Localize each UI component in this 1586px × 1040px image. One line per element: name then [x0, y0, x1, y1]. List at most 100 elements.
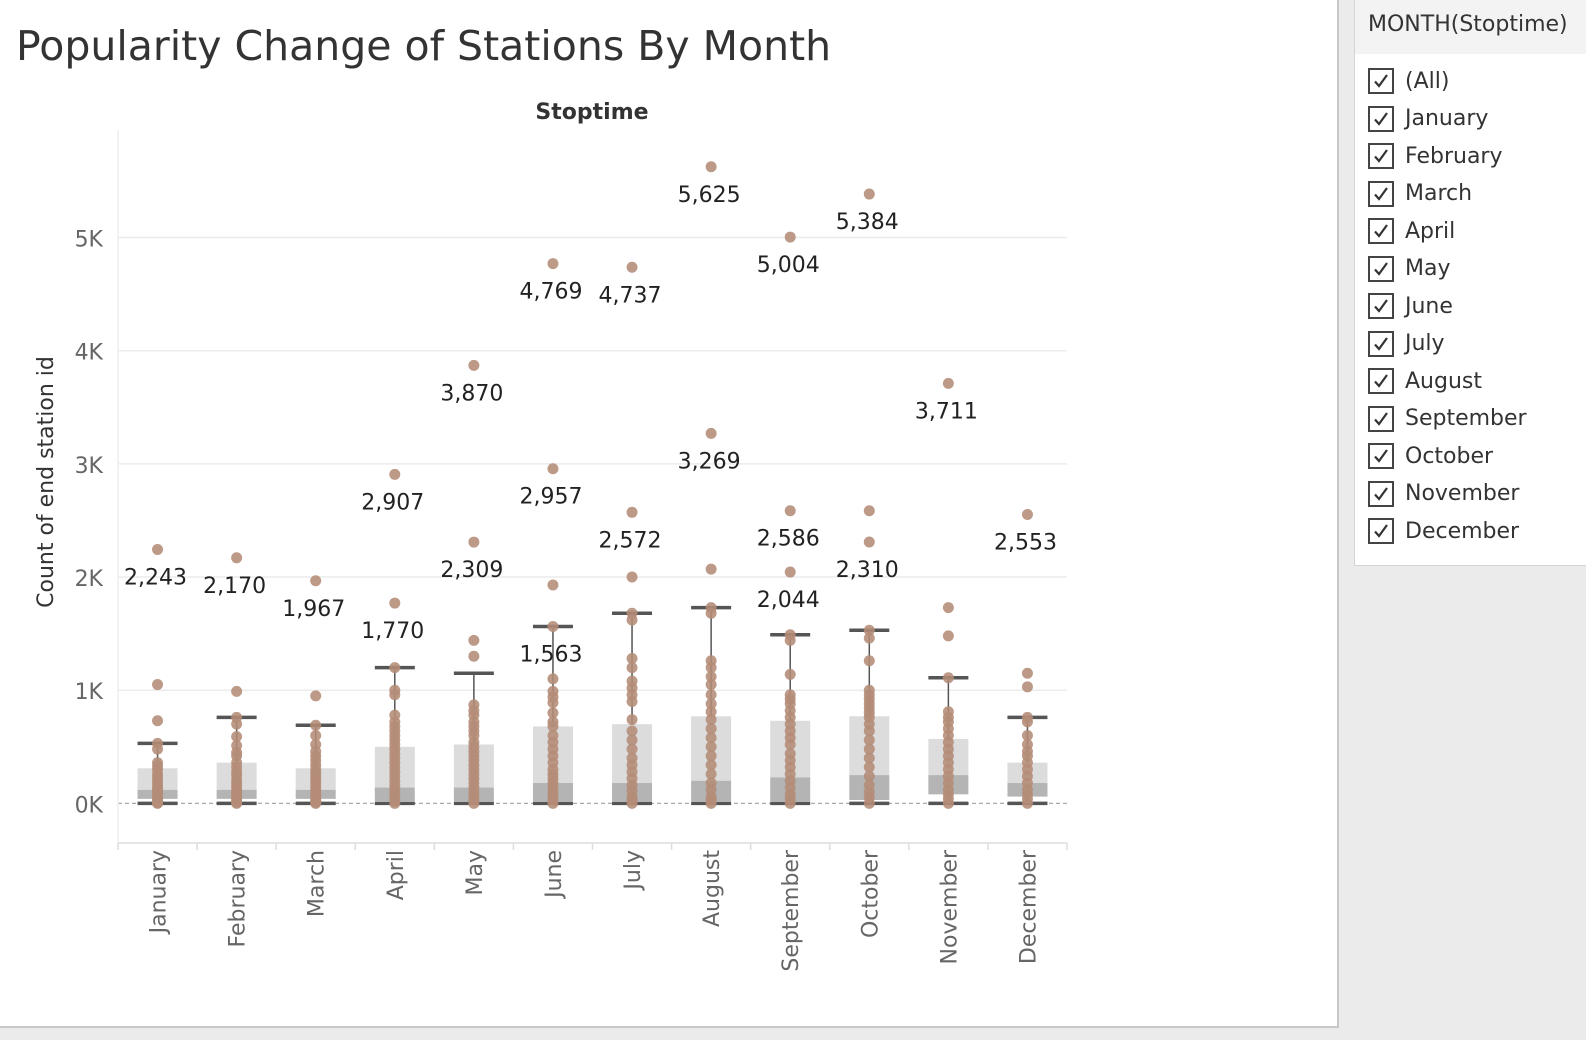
y-tick-label: 2K	[75, 567, 104, 592]
data-point	[863, 505, 875, 517]
data-point	[863, 734, 875, 746]
checkbox[interactable]	[1368, 180, 1394, 207]
filter-item-february[interactable]: February	[1368, 140, 1503, 172]
filter-item-may[interactable]: May	[1368, 253, 1450, 285]
data-label: 2,310	[836, 558, 899, 583]
data-point	[1021, 797, 1033, 809]
data-point	[468, 797, 480, 809]
checkbox[interactable]	[1368, 218, 1394, 244]
filter-item-september[interactable]: September	[1368, 403, 1527, 435]
data-label: 3,711	[915, 399, 978, 424]
checkbox[interactable]	[1368, 330, 1394, 357]
data-label: 2,586	[757, 527, 820, 552]
data-point	[547, 707, 559, 719]
data-point	[626, 725, 638, 737]
checkbox[interactable]	[1368, 68, 1394, 94]
checkbox[interactable]	[1368, 518, 1394, 544]
data-point	[231, 797, 243, 809]
data-point	[626, 743, 638, 755]
data-label: 3,870	[440, 381, 503, 406]
checkmark-icon	[1374, 261, 1388, 276]
data-point	[152, 797, 164, 809]
filter-item-november[interactable]: November	[1368, 478, 1519, 510]
data-point	[784, 668, 796, 680]
data-point	[389, 468, 401, 480]
data-label: 4,737	[599, 283, 662, 308]
data-point	[626, 696, 638, 708]
checkbox[interactable]	[1368, 105, 1394, 132]
data-point	[626, 571, 638, 583]
filter-item-all[interactable]: (All)	[1368, 65, 1449, 97]
filter-item-august[interactable]: August	[1368, 365, 1482, 397]
filter-item-january[interactable]: January	[1368, 103, 1488, 135]
checkbox[interactable]	[1368, 405, 1394, 432]
checkbox[interactable]	[1368, 255, 1394, 282]
checkbox[interactable]	[1368, 480, 1394, 507]
checkmark-icon	[1374, 149, 1388, 163]
data-point	[705, 723, 717, 735]
x-tick-label: April	[384, 850, 409, 900]
data-point	[705, 741, 717, 753]
filter-title-band	[1355, 0, 1586, 54]
data-point	[1021, 667, 1033, 679]
data-point	[784, 231, 796, 243]
checkbox[interactable]	[1368, 293, 1394, 319]
filter-item-march[interactable]: March	[1368, 178, 1472, 210]
data-point	[231, 718, 243, 730]
x-tick-label: January	[147, 850, 172, 935]
data-point	[626, 614, 638, 626]
data-point	[863, 632, 875, 644]
data-point	[626, 261, 638, 273]
data-point	[468, 359, 480, 371]
data-point	[389, 689, 401, 701]
data-point	[626, 797, 638, 809]
data-point	[863, 761, 875, 773]
filter-item-december[interactable]: December	[1368, 515, 1519, 547]
x-tick-label: June	[542, 850, 567, 900]
checkbox[interactable]	[1368, 443, 1394, 469]
data-point	[547, 579, 559, 591]
data-label: 5,625	[678, 183, 741, 208]
filter-item-label: April	[1405, 218, 1456, 244]
data-point	[1021, 508, 1033, 520]
y-tick-label: 0K	[75, 793, 104, 818]
filter-item-label: July	[1405, 331, 1445, 356]
data-label: 1,967	[282, 597, 345, 622]
filter-item-april[interactable]: April	[1368, 215, 1455, 247]
filter-item-july[interactable]: July	[1368, 328, 1445, 360]
data-label: 2,044	[757, 588, 820, 613]
filter-item-label: (All)	[1405, 68, 1450, 94]
filter-item-october[interactable]: October	[1368, 440, 1493, 472]
filter-item-label: May	[1405, 256, 1451, 281]
checkmark-icon	[1374, 186, 1388, 201]
checkbox[interactable]	[1368, 368, 1394, 394]
data-label: 2,957	[519, 485, 582, 510]
data-point	[705, 607, 717, 619]
x-tick-label: December	[1016, 849, 1041, 964]
data-label: 2,170	[203, 574, 266, 599]
data-point	[1021, 729, 1033, 741]
data-point	[310, 797, 322, 809]
data-point	[468, 536, 480, 548]
data-point	[705, 714, 717, 726]
filter-item-label: October	[1405, 443, 1494, 469]
checkmark-icon	[1374, 74, 1388, 88]
data-label: 1,563	[519, 642, 582, 667]
data-point	[863, 725, 875, 737]
month-filter-panel: MONTH(Stoptime) (All) January February Marc…	[1354, 0, 1586, 566]
boxplot-chart: Stoptime Count of end station id 2,243 2,…	[34, 100, 1068, 972]
filter-item-june[interactable]: June	[1368, 290, 1453, 322]
x-tick-label: August	[700, 850, 725, 927]
data-point	[231, 731, 243, 743]
x-tick-label: May	[463, 850, 488, 895]
checkbox[interactable]	[1368, 143, 1394, 169]
checkmark-icon	[1374, 524, 1388, 538]
data-point	[152, 715, 164, 727]
checkmark-icon	[1374, 299, 1388, 313]
data-point	[310, 690, 322, 702]
data-point	[626, 662, 638, 674]
data-point	[942, 377, 954, 389]
data-point	[547, 697, 559, 709]
data-point	[1021, 716, 1033, 728]
data-point	[863, 770, 875, 782]
